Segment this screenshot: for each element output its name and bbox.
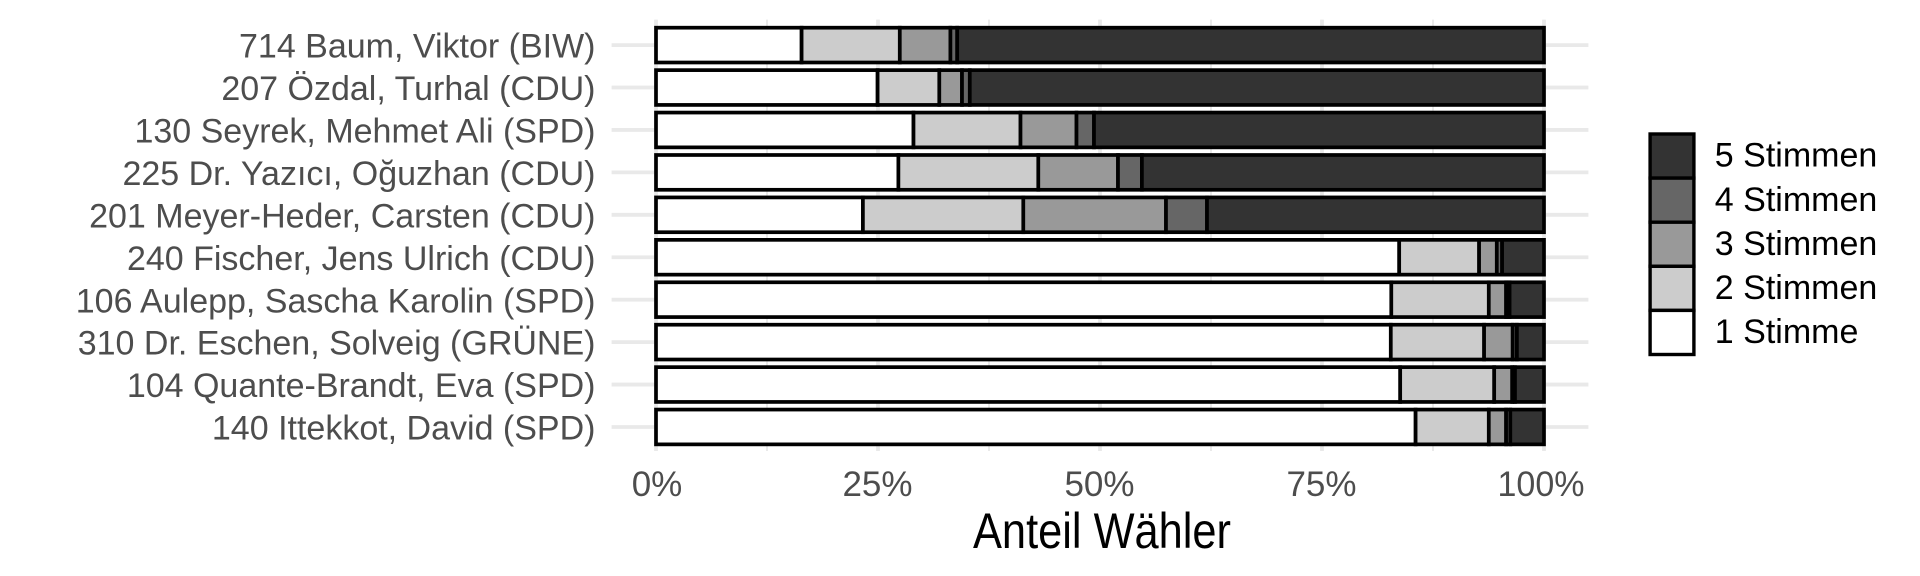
svg-text:3 Stimmen: 3 Stimmen (1715, 225, 1878, 263)
svg-text:225 Dr. Yazıcı, Oğuzhan (CDU): 225 Dr. Yazıcı, Oğuzhan (CDU) (122, 155, 595, 193)
svg-text:4 Stimmen: 4 Stimmen (1715, 181, 1878, 219)
svg-text:75%: 75% (1286, 465, 1356, 504)
svg-text:5 Stimmen: 5 Stimmen (1715, 137, 1878, 175)
svg-text:310 Dr. Eschen, Solveig (GRÜNE: 310 Dr. Eschen, Solveig (GRÜNE) (78, 325, 596, 363)
svg-text:1 Stimme: 1 Stimme (1715, 313, 1859, 351)
svg-text:106 Aulepp, Sascha Karolin (SP: 106 Aulepp, Sascha Karolin (SPD) (76, 282, 596, 320)
svg-text:240 Fischer, Jens Ulrich (CDU): 240 Fischer, Jens Ulrich (CDU) (127, 240, 596, 278)
svg-text:714 Baum, Viktor (BIW): 714 Baum, Viktor (BIW) (239, 28, 596, 66)
svg-text:50%: 50% (1064, 465, 1134, 504)
svg-text:140 Ittekkot, David (SPD): 140 Ittekkot, David (SPD) (212, 410, 596, 448)
svg-text:0%: 0% (632, 465, 683, 504)
svg-text:201 Meyer-Heder, Carsten (CDU): 201 Meyer-Heder, Carsten (CDU) (89, 197, 595, 235)
svg-text:130 Seyrek, Mehmet Ali (SPD): 130 Seyrek, Mehmet Ali (SPD) (134, 113, 595, 151)
svg-text:100%: 100% (1498, 465, 1585, 504)
svg-text:2 Stimmen: 2 Stimmen (1715, 269, 1878, 307)
svg-text:207 Özdal, Turhal (CDU): 207 Özdal, Turhal (CDU) (221, 70, 595, 108)
svg-text:Anteil Wähler: Anteil Wähler (973, 503, 1231, 559)
svg-text:25%: 25% (842, 465, 912, 504)
svg-text:104 Quante-Brandt, Eva (SPD): 104 Quante-Brandt, Eva (SPD) (127, 367, 596, 405)
